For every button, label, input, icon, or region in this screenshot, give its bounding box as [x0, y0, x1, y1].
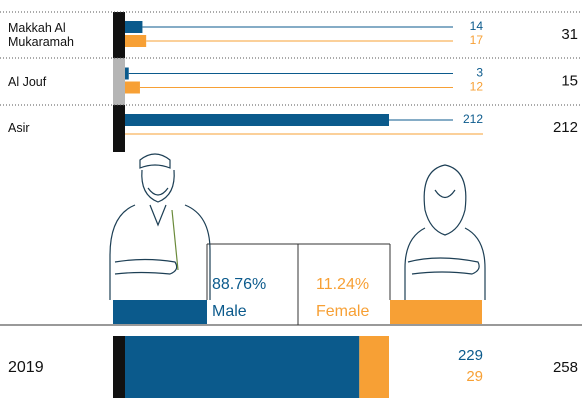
- male-label: Male: [212, 303, 247, 320]
- region-name: Asir: [8, 105, 108, 151]
- female-bar: [125, 82, 140, 94]
- female-value: 12: [470, 80, 484, 94]
- female-label: Female: [316, 303, 369, 320]
- female-percent: 11.24%: [316, 276, 369, 293]
- male-value: 14: [470, 19, 484, 33]
- male-bar: [125, 68, 129, 80]
- year-male-value: 229: [458, 347, 483, 364]
- male-value: 212: [463, 112, 483, 126]
- male-bar: [125, 21, 142, 33]
- year-female-value: 29: [466, 368, 483, 385]
- region-name: Al Jouf: [8, 59, 108, 105]
- region-name: Makkah Al Mukaramah: [8, 12, 108, 58]
- strip: [113, 12, 125, 58]
- male-illustration: [110, 154, 210, 300]
- region-total: 15: [561, 72, 578, 89]
- strip: [113, 336, 125, 398]
- region-total: 212: [553, 119, 578, 136]
- female-share-bar: [390, 300, 482, 324]
- female-illustration: [405, 165, 485, 300]
- male-value: 3: [476, 66, 483, 80]
- female-value: 17: [470, 33, 484, 47]
- year-label: 2019: [8, 359, 44, 376]
- infographic: 1417 31 312 15 212 212 88.76% Male 11.24% Female 2…: [0, 0, 582, 402]
- year-female-bar: [359, 336, 389, 398]
- male-percent: 88.76%: [212, 276, 266, 293]
- strip: [113, 105, 125, 152]
- male-share-bar: [113, 300, 207, 324]
- female-bar: [125, 35, 146, 47]
- year-male-bar: [125, 336, 359, 398]
- male-bar: [125, 114, 389, 126]
- year-total: 258: [553, 359, 578, 376]
- region-total: 31: [561, 26, 578, 43]
- strip: [113, 58, 125, 105]
